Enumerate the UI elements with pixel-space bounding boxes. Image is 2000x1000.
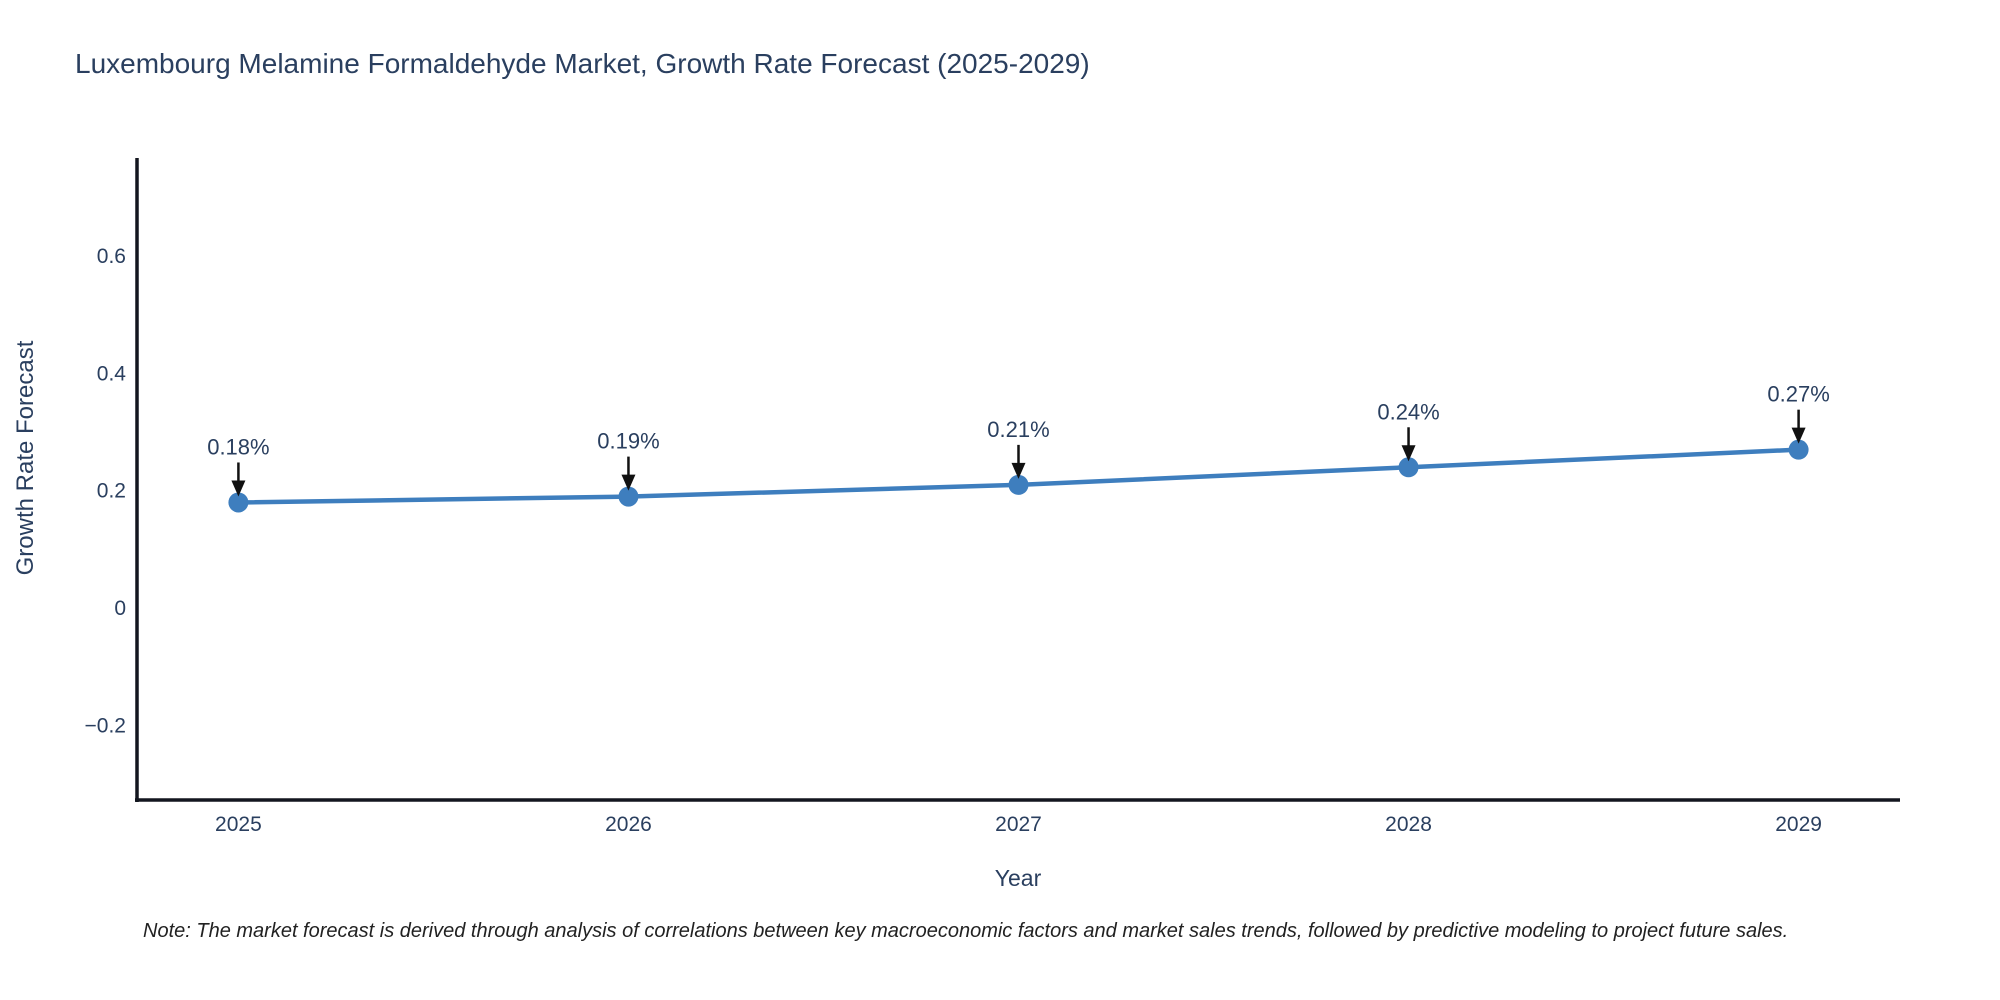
point-annotation: 0.19%	[597, 429, 660, 491]
footnote: Note: The market forecast is derived thr…	[143, 920, 1789, 942]
y-tick-label: 0.6	[97, 245, 126, 268]
point-annotation-label: 0.19%	[597, 429, 659, 454]
x-tick-label: 2026	[605, 813, 652, 836]
data-point[interactable]	[618, 486, 639, 507]
data-point[interactable]	[1788, 439, 1809, 460]
point-annotation-label: 0.27%	[1767, 382, 1829, 407]
chart-title: Luxembourg Melamine Formaldehyde Market,…	[75, 48, 1090, 79]
y-tick-label: 0	[114, 597, 126, 620]
annotation-arrowhead-icon	[231, 480, 246, 497]
y-tick-label: −0.2	[85, 714, 126, 737]
point-annotation-label: 0.18%	[207, 434, 269, 459]
x-tick-label: 2027	[995, 813, 1042, 836]
annotation-arrowhead-icon	[1011, 462, 1026, 479]
point-annotation-label: 0.24%	[1377, 399, 1439, 424]
point-annotations: 0.18% 0.19% 0.21% 0.24% 0.27%	[207, 382, 1830, 497]
data-point[interactable]	[1008, 474, 1029, 495]
y-axis-title: Growth Rate Forecast	[12, 340, 39, 575]
y-tick-label: 0.4	[97, 362, 127, 385]
annotation-arrowhead-icon	[621, 474, 636, 491]
x-tick-label: 2025	[215, 813, 262, 836]
y-axis-tick-labels: −0.2 0 0.2 0.4 0.6	[85, 245, 127, 737]
point-annotation: 0.27%	[1767, 382, 1830, 444]
x-tick-label: 2028	[1385, 813, 1432, 836]
annotation-arrowhead-icon	[1791, 427, 1806, 444]
data-points	[228, 439, 1809, 513]
x-axis-title: Year	[995, 865, 1042, 891]
point-annotation: 0.21%	[987, 417, 1050, 479]
data-point[interactable]	[228, 492, 249, 513]
y-tick-label: 0.2	[97, 480, 126, 503]
point-annotation-label: 0.21%	[987, 417, 1049, 442]
data-point[interactable]	[1398, 457, 1419, 478]
annotation-arrowhead-icon	[1401, 445, 1416, 462]
point-annotation: 0.18%	[207, 434, 270, 497]
point-annotation: 0.24%	[1377, 399, 1440, 462]
x-axis-tick-labels: 2025 2026 2027 2028 2029	[215, 813, 1822, 836]
x-tick-label: 2029	[1775, 813, 1822, 836]
